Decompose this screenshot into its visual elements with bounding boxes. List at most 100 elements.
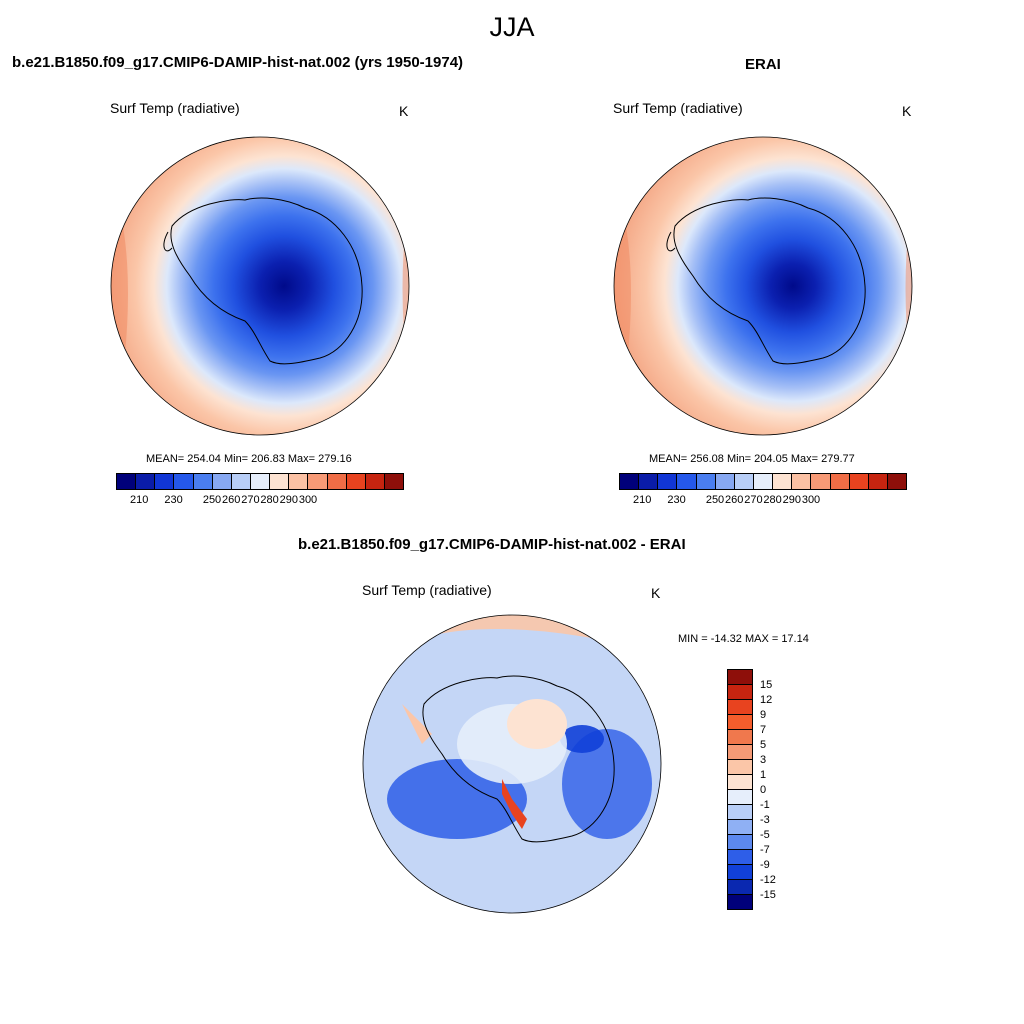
colorbar-erai-cells	[619, 473, 907, 490]
colorbar-tick-label: 1	[760, 769, 767, 781]
colorbar-tick-label: 290	[782, 494, 801, 506]
colorbar-cell	[715, 474, 735, 489]
colorbar-tick-label: 3	[760, 754, 767, 766]
colorbar-tick-label: 260	[725, 494, 744, 506]
colorbar-cell	[728, 805, 752, 820]
map-model-surface-temperature	[110, 136, 410, 436]
colorbar-cell	[728, 745, 752, 760]
colorbar-tick-label: 0	[760, 784, 767, 796]
colorbar-cell	[677, 474, 697, 489]
colorbar-tick-label: 280	[763, 494, 782, 506]
colorbar-tick-label: 210	[633, 494, 652, 506]
colorbar-tick-label: 230	[164, 494, 183, 506]
colorbar-tick-label: 9	[760, 709, 767, 721]
panel-1-variable-label: Surf Temp (radiative)	[110, 100, 240, 116]
colorbar-tick-label: 270	[241, 494, 260, 506]
colorbar-cell	[728, 730, 752, 745]
colorbar-cell	[728, 835, 752, 850]
colorbar-cell	[212, 474, 232, 489]
colorbar-cell	[773, 474, 793, 489]
colorbar-cell	[728, 820, 752, 835]
colorbar-cell	[728, 700, 752, 715]
colorbar-cell	[734, 474, 754, 489]
colorbar-cell	[728, 790, 752, 805]
colorbar-tick-label: 12	[760, 694, 773, 706]
colorbar-cell	[849, 474, 869, 489]
panel-3-title: b.e21.B1850.f09_g17.CMIP6-DAMIP-hist-nat…	[298, 536, 686, 553]
colorbar-difference	[727, 669, 753, 910]
colorbar-tick-label: -1	[760, 799, 770, 811]
colorbar-cell	[346, 474, 366, 489]
colorbar-cell	[728, 865, 752, 880]
colorbar-cell	[639, 474, 659, 489]
colorbar-model-cells	[116, 473, 404, 490]
panel-3-variable-label: Surf Temp (radiative)	[362, 582, 492, 598]
colorbar-tick-label: 5	[760, 739, 767, 751]
colorbar-cell	[231, 474, 251, 489]
map-difference-surface-temperature	[362, 614, 662, 914]
colorbar-tick-label: -9	[760, 859, 770, 871]
colorbar-tick-label: 250	[705, 494, 725, 506]
colorbar-cell	[830, 474, 850, 489]
panel-1-units-label: K	[399, 103, 409, 119]
colorbar-model: 210 230 250 260 270 280 290 300	[116, 473, 404, 506]
colorbar-cell	[728, 685, 752, 700]
colorbar-tick-label: -12	[760, 874, 776, 886]
colorbar-tick-label: 290	[279, 494, 298, 506]
colorbar-tick-label: 15	[760, 679, 773, 691]
panel-2-stats: MEAN= 256.08 Min= 204.05 Max= 279.77	[649, 453, 855, 465]
panel-2-title: ERAI	[745, 56, 781, 73]
colorbar-cell	[384, 474, 404, 489]
colorbar-tick-label: 300	[298, 494, 318, 506]
colorbar-tick-label: -7	[760, 844, 770, 856]
colorbar-cell	[289, 474, 309, 489]
colorbar-tick-label: 250	[202, 494, 222, 506]
colorbar-cell	[174, 474, 194, 489]
colorbar-cell	[753, 474, 774, 489]
colorbar-cell	[250, 474, 271, 489]
colorbar-tick-label: 300	[801, 494, 821, 506]
colorbar-cell	[728, 670, 752, 685]
colorbar-cell	[155, 474, 175, 489]
colorbar-difference-ticks: 15 12 9 7 5 3 1 0 -1 -3 -5 -7 -9 -12 -15	[760, 669, 800, 914]
colorbar-cell	[792, 474, 812, 489]
colorbar-cell	[728, 880, 752, 895]
colorbar-tick-label: -15	[760, 889, 776, 901]
colorbar-cell	[728, 760, 752, 775]
colorbar-cell	[868, 474, 888, 489]
colorbar-cell	[728, 715, 752, 730]
colorbar-cell	[193, 474, 213, 489]
colorbar-cell	[136, 474, 156, 489]
colorbar-cell	[327, 474, 347, 489]
colorbar-model-ticks: 210 230 250 260 270 280 290 300	[116, 490, 404, 506]
colorbar-cell	[696, 474, 716, 489]
figure-title: JJA	[489, 12, 535, 42]
panel-1-stats: MEAN= 254.04 Min= 206.83 Max= 279.16	[146, 453, 352, 465]
panel-3-stats: MIN = -14.32 MAX = 17.14	[678, 633, 809, 645]
colorbar-tick-label: -5	[760, 829, 770, 841]
colorbar-cell	[308, 474, 328, 489]
map-erai-surface-temperature	[613, 136, 913, 436]
colorbar-cell	[887, 474, 907, 489]
colorbar-tick-label: 260	[222, 494, 241, 506]
panel-2-units-label: K	[902, 103, 912, 119]
colorbar-cell	[728, 850, 752, 865]
colorbar-cell	[728, 775, 752, 790]
colorbar-cell	[728, 895, 752, 909]
colorbar-cell	[365, 474, 385, 489]
colorbar-cell	[658, 474, 678, 489]
colorbar-tick-label: 210	[130, 494, 149, 506]
colorbar-tick-label: 230	[667, 494, 686, 506]
colorbar-tick-label: 7	[760, 724, 767, 736]
panel-3-units-label: K	[651, 585, 661, 601]
colorbar-cell	[117, 474, 137, 489]
colorbar-tick-label: 270	[744, 494, 763, 506]
panel-1-title: b.e21.B1850.f09_g17.CMIP6-DAMIP-hist-nat…	[12, 54, 464, 71]
colorbar-erai: 210 230 250 260 270 280 290 300	[619, 473, 907, 506]
colorbar-cell	[270, 474, 290, 489]
colorbar-tick-label: -3	[760, 814, 770, 826]
colorbar-tick-label: 280	[260, 494, 279, 506]
colorbar-erai-ticks: 210 230 250 260 270 280 290 300	[619, 490, 907, 506]
colorbar-cell	[811, 474, 831, 489]
panel-2-variable-label: Surf Temp (radiative)	[613, 100, 743, 116]
